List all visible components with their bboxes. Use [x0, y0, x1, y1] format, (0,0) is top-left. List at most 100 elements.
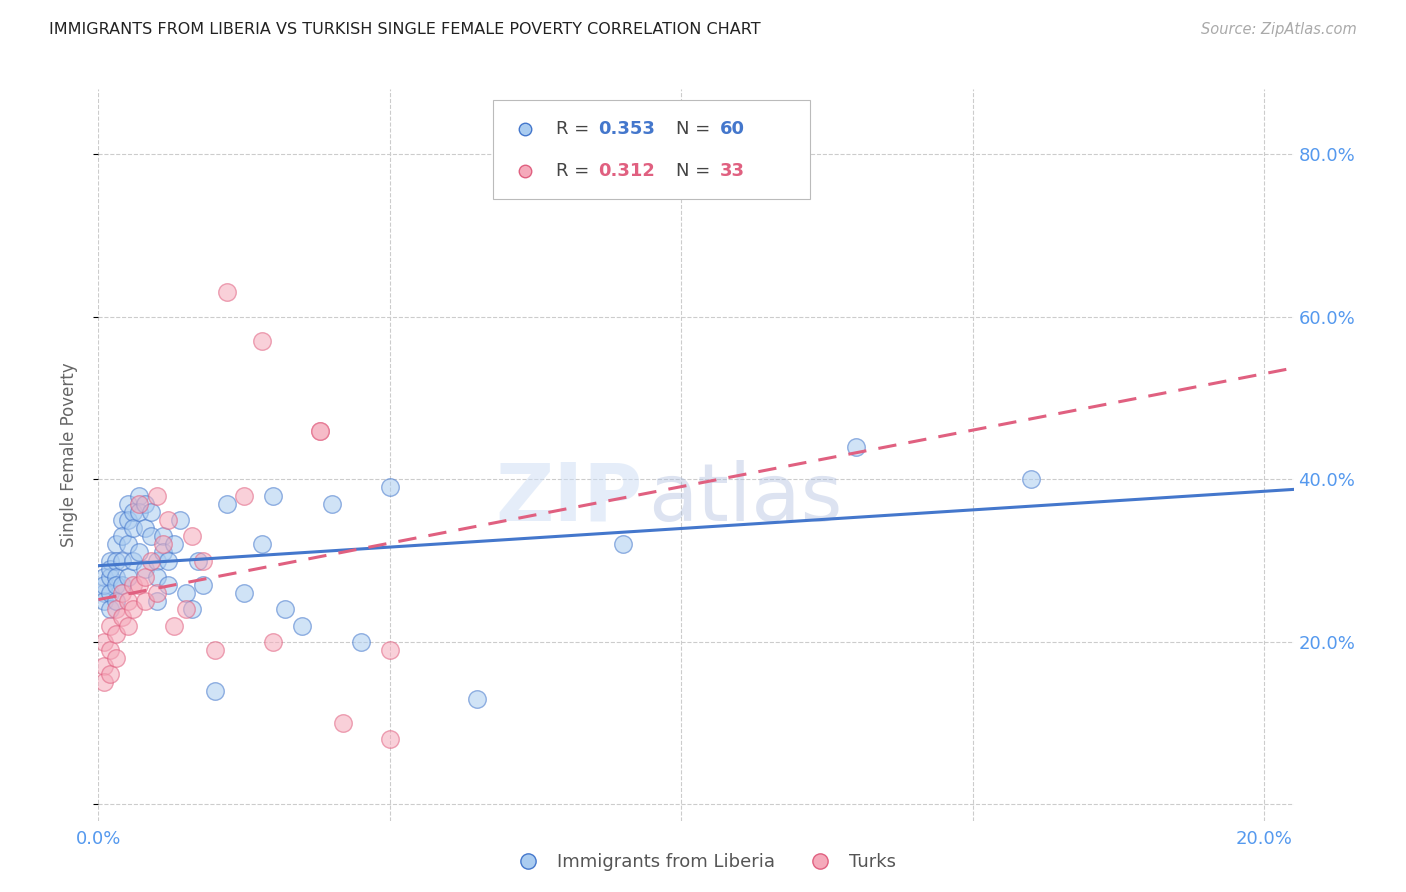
Point [215, 285, 238, 300]
Point [152, 545, 174, 559]
Point [250, 537, 273, 551]
Point [145, 553, 167, 567]
Point [93, 635, 115, 649]
Point [134, 570, 156, 584]
Point [122, 521, 145, 535]
Point [128, 578, 150, 592]
Point [117, 618, 139, 632]
Point [152, 529, 174, 543]
Point [845, 440, 868, 454]
Point [104, 602, 127, 616]
Point [145, 570, 167, 584]
Point [157, 513, 180, 527]
Point [117, 537, 139, 551]
Point [111, 578, 134, 592]
Point [93, 675, 115, 690]
Point [612, 537, 634, 551]
Point [233, 586, 256, 600]
Point [145, 594, 167, 608]
Point [111, 610, 134, 624]
Point [128, 505, 150, 519]
Point [262, 489, 284, 503]
Point [467, 691, 489, 706]
Point [180, 602, 202, 616]
Text: 33: 33 [720, 161, 745, 179]
Point [111, 513, 134, 527]
Point [332, 716, 354, 731]
Point [186, 553, 208, 567]
Point [350, 635, 373, 649]
Point [104, 570, 127, 584]
Point [128, 489, 150, 503]
Point [98, 602, 121, 616]
Point [104, 553, 127, 567]
FancyBboxPatch shape [494, 100, 810, 199]
Point [122, 602, 145, 616]
Legend: Immigrants from Liberia, Turks: Immigrants from Liberia, Turks [503, 847, 903, 879]
Point [93, 586, 115, 600]
Point [145, 586, 167, 600]
Point [1019, 472, 1042, 486]
Point [378, 643, 401, 657]
Point [193, 553, 215, 567]
Point [215, 497, 238, 511]
Point [134, 562, 156, 576]
Point [93, 578, 115, 592]
Point [309, 424, 332, 438]
Point [122, 553, 145, 567]
Text: IMMIGRANTS FROM LIBERIA VS TURKISH SINGLE FEMALE POVERTY CORRELATION CHART: IMMIGRANTS FROM LIBERIA VS TURKISH SINGL… [49, 22, 761, 37]
Y-axis label: Single Female Poverty: Single Female Poverty [59, 363, 77, 547]
Point [98, 667, 121, 681]
Text: 0.353: 0.353 [598, 120, 655, 137]
Point [117, 497, 139, 511]
Point [250, 334, 273, 348]
Point [111, 586, 134, 600]
Point [117, 594, 139, 608]
Point [104, 537, 127, 551]
Point [169, 513, 191, 527]
Point [174, 602, 197, 616]
Point [117, 570, 139, 584]
Point [111, 529, 134, 543]
Point [378, 732, 401, 747]
Point [134, 521, 156, 535]
Point [98, 570, 121, 584]
Point [128, 497, 150, 511]
Text: R =: R = [557, 120, 595, 137]
Point [193, 578, 215, 592]
Point [134, 497, 156, 511]
Point [104, 578, 127, 592]
Point [98, 553, 121, 567]
Point [204, 643, 226, 657]
Point [93, 570, 115, 584]
Point [309, 424, 332, 438]
Point [163, 618, 186, 632]
Point [139, 553, 162, 567]
Point [139, 505, 162, 519]
Point [152, 537, 174, 551]
Point [262, 635, 284, 649]
Point [274, 602, 297, 616]
Point [378, 480, 401, 494]
Text: atlas: atlas [648, 459, 842, 538]
Point [204, 683, 226, 698]
Text: N =: N = [676, 161, 716, 179]
Point [117, 513, 139, 527]
Point [233, 489, 256, 503]
Point [139, 529, 162, 543]
Point [157, 553, 180, 567]
Point [180, 529, 202, 543]
Point [174, 586, 197, 600]
Point [145, 489, 167, 503]
Text: ZIP: ZIP [495, 459, 643, 538]
Point [98, 643, 121, 657]
Point [122, 578, 145, 592]
Point [111, 553, 134, 567]
Point [291, 618, 314, 632]
Point [93, 594, 115, 608]
Point [98, 586, 121, 600]
Point [134, 594, 156, 608]
Text: Source: ZipAtlas.com: Source: ZipAtlas.com [1201, 22, 1357, 37]
Text: N =: N = [676, 120, 716, 137]
Point [104, 626, 127, 640]
